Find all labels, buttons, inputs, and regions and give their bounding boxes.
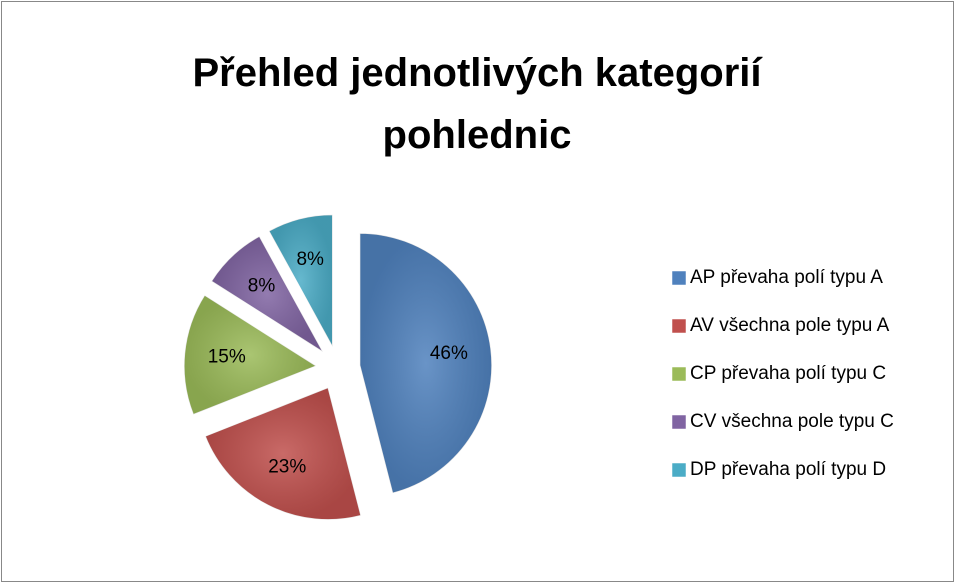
slice-shade <box>359 233 492 494</box>
chart-title: Přehled jednotlivých kategorií pohlednic <box>192 51 762 157</box>
slice-shade <box>184 295 317 415</box>
legend-swatch <box>671 270 687 286</box>
data-label: 23% <box>268 457 306 478</box>
data-label: 46% <box>430 343 468 364</box>
legend-label: AV všechna pole typu A <box>690 315 890 336</box>
slice-shade <box>268 214 333 347</box>
legend-swatch <box>671 366 687 382</box>
legend-label: CP převaha polí typu C <box>690 363 886 384</box>
data-label: 8% <box>248 276 276 297</box>
legend-label: DP převaha polí typu D <box>690 459 886 480</box>
slice-shade <box>211 236 323 352</box>
legend-swatch <box>671 414 687 430</box>
legend-label: AP převaha polí typu A <box>690 267 883 288</box>
legend-swatch <box>671 462 687 478</box>
data-label: 15% <box>208 346 246 367</box>
legend-label: CV všechna pole typu C <box>690 411 894 432</box>
data-label: 8% <box>296 249 324 270</box>
slice-shade <box>205 387 361 520</box>
legend-swatch <box>671 318 687 334</box>
